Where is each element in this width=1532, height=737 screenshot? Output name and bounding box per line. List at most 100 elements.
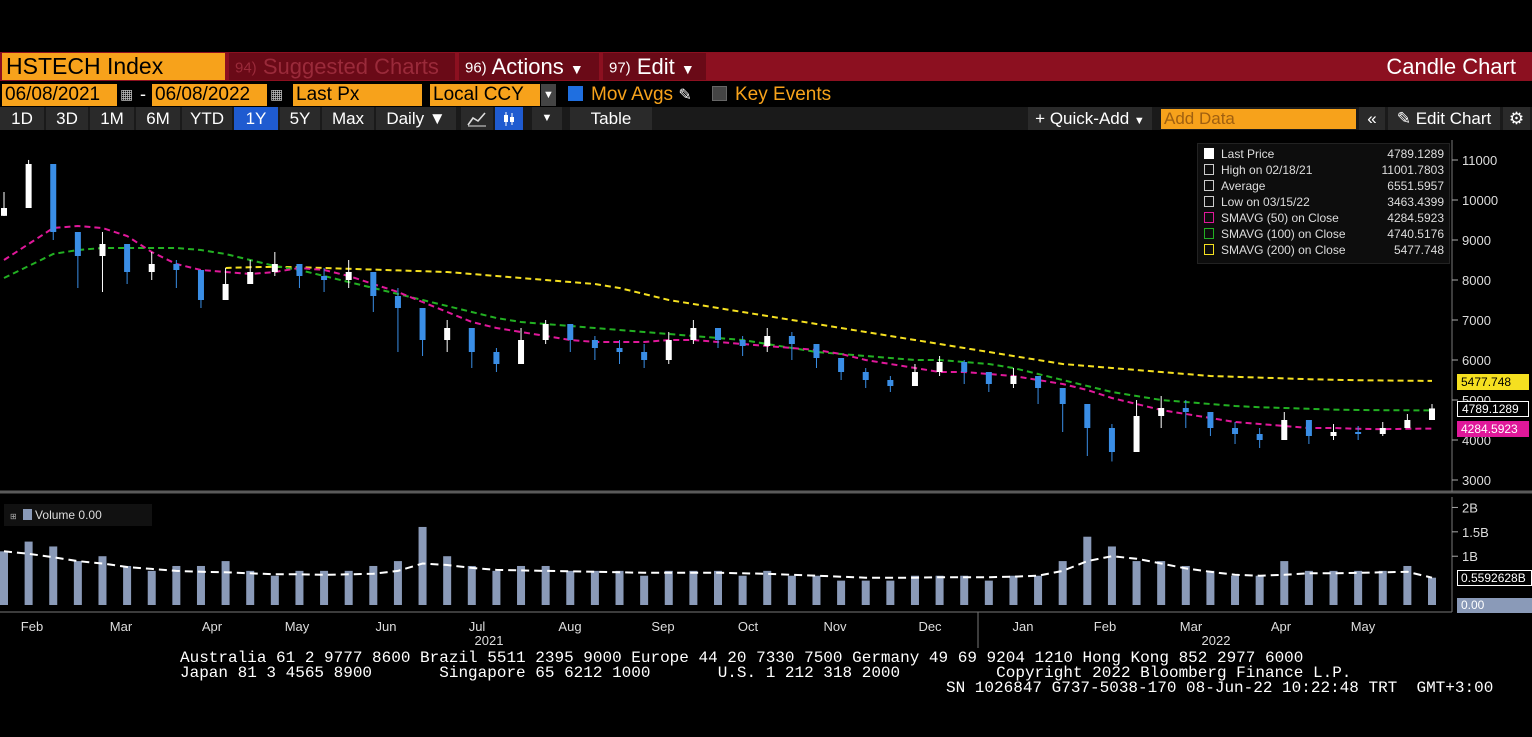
- volume-tick-label: 1.5B: [1462, 525, 1489, 540]
- volume-bar: [935, 575, 944, 605]
- frequency-select[interactable]: Daily ▼: [376, 107, 456, 130]
- calendar-icon[interactable]: ▦: [120, 86, 134, 102]
- volume-bar: [1181, 565, 1190, 605]
- quick-add-button[interactable]: + Quick-Add ▼: [1028, 107, 1152, 130]
- volume-bar: [467, 565, 476, 605]
- x-month-label: Apr: [202, 619, 223, 634]
- volume-zero-tag: 0.00: [1457, 598, 1532, 613]
- x-month-label: Feb: [21, 619, 43, 634]
- candle-body: [567, 324, 574, 340]
- quick-add-label: + Quick-Add: [1035, 109, 1130, 128]
- legend-value: 3463.4399: [1387, 195, 1444, 209]
- suggested-label: Suggested Charts: [262, 54, 439, 79]
- chevron-down-icon[interactable]: ▼: [532, 107, 562, 130]
- period-5y[interactable]: 5Y: [280, 107, 320, 130]
- period-1d[interactable]: 1D: [0, 107, 44, 130]
- legend-swatch: [1204, 228, 1214, 239]
- volume-bar: [910, 575, 919, 605]
- volume-bar: [344, 570, 353, 605]
- legend-label: High on 02/18/21: [1221, 163, 1313, 177]
- add-data-input[interactable]: Add Data: [1161, 109, 1356, 129]
- checkbox-checked-icon[interactable]: [568, 86, 583, 101]
- legend-row: Low on 03/15/22 3463.4399: [1204, 194, 1444, 210]
- candle-body: [1084, 404, 1091, 428]
- candle-body: [74, 232, 81, 256]
- currency-select[interactable]: Local CCY: [430, 84, 540, 106]
- candle-body: [1429, 408, 1435, 420]
- candle-body: [1207, 412, 1214, 428]
- volume-bar: [492, 570, 501, 605]
- legend-swatch-square: [1204, 148, 1214, 159]
- volume-bar: [369, 565, 378, 605]
- actions-num: 96): [465, 59, 487, 77]
- actions-button[interactable]: 96) Actions ▼: [459, 53, 599, 80]
- legend-box: Last Price 4789.1289 High on 02/18/21 11001…: [1197, 143, 1450, 264]
- candle-body: [715, 328, 721, 340]
- legend-swatch: [1204, 180, 1214, 191]
- legend-row: Last Price 4789.1289: [1204, 146, 1444, 162]
- start-date-input[interactable]: 06/08/2021: [2, 84, 117, 106]
- gear-icon[interactable]: ⚙: [1503, 107, 1530, 130]
- legend-label: Last Price: [1221, 147, 1275, 161]
- chevron-down-icon[interactable]: ▼: [541, 84, 556, 106]
- chart-type-title: Candle Chart: [1386, 54, 1516, 79]
- ticker-input[interactable]: HSTECH Index: [2, 53, 225, 80]
- volume-bar: [443, 556, 452, 605]
- candle-body: [1059, 388, 1066, 404]
- volume-bar: [393, 561, 402, 605]
- y-tick-label: 10000: [1462, 193, 1498, 208]
- period-1y[interactable]: 1Y: [234, 107, 278, 130]
- volume-bar: [0, 551, 8, 605]
- volume-legend-label: Volume 0.00: [35, 508, 102, 522]
- end-date-input[interactable]: 06/08/2022: [152, 84, 267, 106]
- volume-bar: [689, 570, 698, 605]
- period-ytd[interactable]: YTD: [182, 107, 232, 130]
- chart-area[interactable]: 30004000500060007000800090001000011000 2…: [0, 130, 1532, 650]
- x-month-label: May: [285, 619, 310, 634]
- x-month-label: Feb: [1094, 619, 1116, 634]
- table-button[interactable]: Table: [570, 107, 652, 130]
- actions-label: Actions: [491, 54, 564, 79]
- volume-bar: [1403, 565, 1412, 605]
- candle-body: [1379, 428, 1386, 434]
- period-max[interactable]: Max: [322, 107, 374, 130]
- suggested-num: 94): [235, 59, 257, 77]
- checkbox-unchecked-icon[interactable]: [712, 86, 727, 101]
- chevron-down-icon: ▼: [569, 61, 584, 77]
- candle-body: [1158, 408, 1165, 416]
- legend-value: 4284.5923: [1387, 211, 1444, 225]
- candle-body: [542, 324, 549, 340]
- volume-bar: [664, 570, 673, 605]
- candle-body: [468, 328, 475, 352]
- footer-session-line: SN 1026847 G737-5038-170 08-Jun-22 10:22…: [946, 679, 1494, 697]
- candle-chart-icon[interactable]: [495, 107, 523, 130]
- edit-chart-button[interactable]: ✎ Edit Chart: [1388, 107, 1500, 130]
- candle-body: [518, 340, 525, 364]
- volume-bar: [787, 575, 796, 605]
- expand-icon[interactable]: ⊞: [10, 512, 17, 521]
- legend-label: Average: [1221, 179, 1266, 193]
- period-1m[interactable]: 1M: [90, 107, 134, 130]
- mov-avgs-toggle[interactable]: Mov Avgs ✎: [568, 84, 692, 106]
- volume-bar: [1206, 570, 1215, 605]
- calendar-icon[interactable]: ▦: [270, 86, 284, 102]
- volume-bar: [960, 575, 969, 605]
- line-chart-icon[interactable]: [461, 107, 493, 130]
- candle-body: [1182, 408, 1189, 412]
- edit-button[interactable]: 97) Edit ▼: [603, 53, 706, 80]
- price-field-select[interactable]: Last Px: [293, 84, 422, 106]
- volume-bar: [418, 526, 427, 605]
- candle-body: [641, 352, 648, 360]
- period-3d[interactable]: 3D: [46, 107, 88, 130]
- volume-bar: [1304, 570, 1313, 605]
- footer-contacts-line1: Australia 61 2 9777 8600 Brazil 5511 239…: [180, 649, 1304, 667]
- volume-avg-line: [3, 550, 1433, 579]
- key-events-toggle[interactable]: Key Events: [712, 84, 831, 106]
- period-6m[interactable]: 6M: [136, 107, 180, 130]
- candle-body: [887, 380, 894, 386]
- pencil-icon[interactable]: ✎: [678, 87, 692, 104]
- edit-chart-label: Edit Chart: [1415, 109, 1492, 128]
- collapse-icon[interactable]: «: [1359, 107, 1385, 130]
- candle-body: [936, 362, 943, 372]
- suggested-charts-button[interactable]: 94) Suggested Charts: [229, 53, 455, 80]
